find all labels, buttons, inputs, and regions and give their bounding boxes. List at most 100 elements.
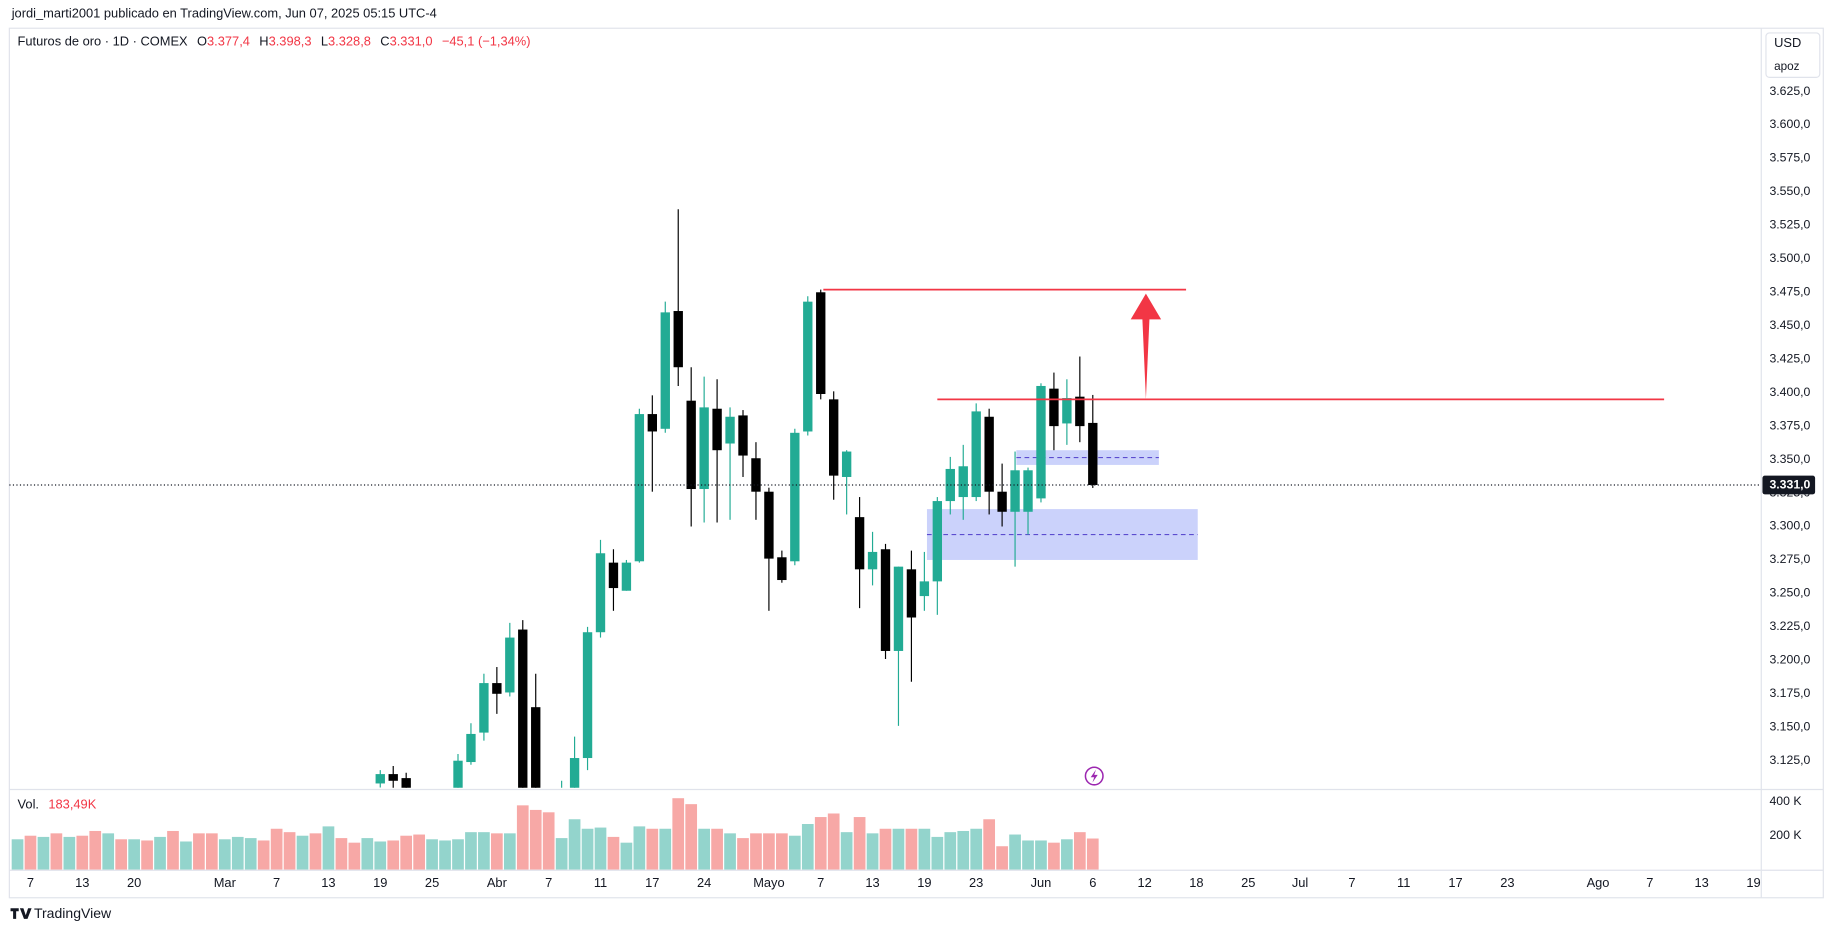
- candle-body: [621, 562, 632, 591]
- y-tick-label: 3.400,0: [1769, 385, 1810, 399]
- candle-body: [1049, 388, 1059, 427]
- volume-bar: [542, 812, 555, 870]
- volume-pane: [11, 798, 1099, 870]
- volume-bar: [141, 840, 153, 870]
- y-tick-label: 3.350,0: [1769, 452, 1810, 466]
- candle-body: [608, 562, 619, 589]
- volume-bar: [257, 840, 270, 870]
- x-tick-label: Mayo: [753, 875, 784, 890]
- currency: USD: [1774, 35, 1801, 50]
- volume-name: Vol.: [18, 797, 39, 812]
- ohlc-key: H: [259, 34, 268, 49]
- volume-bar: [102, 833, 115, 870]
- volume-bar: [1022, 840, 1034, 870]
- x-tick-label: 11: [1397, 875, 1410, 890]
- volume-bar: [11, 839, 24, 870]
- volume-bar: [491, 833, 503, 870]
- y-tick-label: 3.500,0: [1769, 251, 1810, 265]
- volume-bar: [76, 835, 89, 870]
- volume-bar: [361, 838, 374, 870]
- volume-bar: [128, 839, 140, 870]
- volume-bar: [685, 804, 698, 870]
- volume-bar: [452, 839, 464, 870]
- volume-bar: [918, 828, 931, 870]
- volume-bar: [957, 830, 970, 870]
- volume-bar: [465, 832, 477, 870]
- volume-bar: [801, 824, 814, 870]
- x-tick-label: 13: [865, 875, 879, 890]
- x-tick-label: 19: [373, 875, 387, 890]
- candle-body: [595, 553, 606, 633]
- volume-bar: [374, 841, 387, 870]
- scale-mode: apoz: [1774, 60, 1800, 73]
- volume-bar: [853, 817, 866, 870]
- x-tick-label: 7: [817, 875, 824, 890]
- candle-body: [841, 451, 852, 477]
- volume-bar: [840, 832, 853, 870]
- price-pane: [375, 209, 1665, 788]
- y-tick-label: 3.375,0: [1769, 418, 1810, 432]
- x-tick-label: 18: [1189, 875, 1203, 890]
- volume-bar: [50, 833, 63, 870]
- candle-body: [906, 569, 917, 618]
- candle-body: [971, 411, 981, 498]
- last-price-label: 3.331,0: [1769, 477, 1810, 491]
- y-tick-label: 3.575,0: [1769, 151, 1810, 165]
- volume-bar: [788, 835, 801, 870]
- x-tick-label: 19: [1746, 875, 1760, 890]
- volume-bar: [970, 828, 983, 870]
- y-tick-label: 3.625,0: [1769, 84, 1810, 98]
- candle-body: [919, 581, 930, 597]
- x-tick-label: 12: [1137, 875, 1151, 890]
- volume-bar: [996, 846, 1008, 870]
- volume-bar: [387, 840, 400, 870]
- candle-body: [505, 637, 515, 693]
- candle-body: [1036, 385, 1046, 499]
- volume-bar: [426, 839, 438, 870]
- volume-bar: [879, 828, 892, 870]
- volume-bar: [931, 836, 944, 870]
- volume-bar: [154, 836, 166, 870]
- ohlc-value: 3.398,3: [269, 34, 312, 49]
- candle-body: [401, 778, 411, 788]
- volume-bar: [63, 836, 76, 870]
- volume-bar: [24, 835, 37, 870]
- x-tick-label: 11: [594, 875, 607, 890]
- candle-body: [790, 432, 800, 562]
- volume-bar: [607, 836, 620, 870]
- candle-body: [1023, 470, 1033, 512]
- volume-bar: [348, 842, 361, 870]
- currency-box[interactable]: [1765, 32, 1821, 78]
- x-tick-label: 7: [27, 875, 34, 890]
- candle-body: [479, 683, 489, 733]
- y-tick-label: 3.275,0: [1769, 552, 1810, 566]
- brand-logo: [10, 908, 32, 919]
- x-tick-label: 7: [273, 875, 280, 890]
- x-tick-label: 23: [969, 875, 983, 890]
- volume-bar: [1061, 839, 1073, 870]
- volume-bar: [698, 828, 710, 870]
- volume-bar: [309, 833, 322, 870]
- zone: [1016, 450, 1159, 465]
- volume-bar: [244, 838, 257, 870]
- volume-bar: [905, 828, 918, 870]
- volume-bar: [115, 839, 128, 870]
- volume-bar: [983, 819, 996, 870]
- candle-body: [854, 517, 865, 570]
- candle-body: [492, 683, 502, 694]
- volume-bar: [322, 826, 335, 870]
- volume-bar: [763, 833, 775, 870]
- candle-body: [531, 707, 541, 788]
- volume-bar: [1035, 840, 1047, 870]
- volume-bar: [180, 841, 192, 870]
- candle-body: [777, 557, 787, 581]
- arrow: [1130, 293, 1162, 400]
- candle-body: [725, 416, 735, 444]
- volume-bar: [555, 838, 568, 870]
- candle-body: [867, 551, 878, 570]
- instrument: Futuros de oro · 1D · COMEX: [18, 34, 189, 49]
- flash-icon[interactable]: [1084, 766, 1104, 786]
- volume-bar: [89, 830, 102, 870]
- y-tick-label: 3.225,0: [1769, 619, 1810, 633]
